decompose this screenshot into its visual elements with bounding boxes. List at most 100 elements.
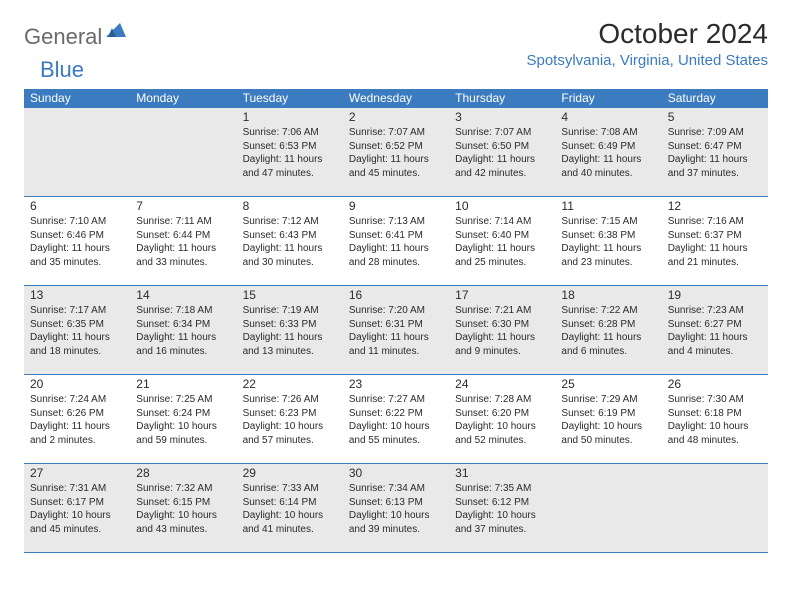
sunset-text: Sunset: 6:47 PM	[668, 140, 762, 154]
daylight-text: Daylight: 11 hours and 4 minutes.	[668, 331, 762, 358]
sunset-text: Sunset: 6:31 PM	[349, 318, 443, 332]
calendar: Sunday Monday Tuesday Wednesday Thursday…	[24, 89, 768, 553]
sunrise-text: Sunrise: 7:07 AM	[455, 126, 549, 140]
day-cell: 25Sunrise: 7:29 AMSunset: 6:19 PMDayligh…	[555, 375, 661, 463]
day-cell: 14Sunrise: 7:18 AMSunset: 6:34 PMDayligh…	[130, 286, 236, 374]
sunrise-text: Sunrise: 7:25 AM	[136, 393, 230, 407]
day-cell: 11Sunrise: 7:15 AMSunset: 6:38 PMDayligh…	[555, 197, 661, 285]
day-cell: 21Sunrise: 7:25 AMSunset: 6:24 PMDayligh…	[130, 375, 236, 463]
day-cell	[662, 464, 768, 552]
sunset-text: Sunset: 6:34 PM	[136, 318, 230, 332]
day-number: 5	[668, 110, 762, 124]
sunrise-text: Sunrise: 7:06 AM	[243, 126, 337, 140]
weeks-container: 1Sunrise: 7:06 AMSunset: 6:53 PMDaylight…	[24, 108, 768, 553]
sunset-text: Sunset: 6:40 PM	[455, 229, 549, 243]
day-info: Sunrise: 7:18 AMSunset: 6:34 PMDaylight:…	[136, 304, 230, 358]
day-cell: 31 Sunrise: 7:35 AMSunset: 6:12 PMDayligh…	[449, 464, 555, 552]
sunrise-text: Sunrise: 7:32 AM	[136, 482, 230, 496]
daylight-text: Daylight: 10 hours and 39 minutes.	[349, 509, 443, 536]
day-info: Sunrise: 7:10 AMSunset: 6:46 PMDaylight:…	[30, 215, 124, 269]
day-number: 30	[349, 466, 443, 480]
day-info: Sunrise: 7:08 AMSunset: 6:49 PMDaylight:…	[561, 126, 655, 180]
day-number: 29	[243, 466, 337, 480]
sunrise-text: Sunrise: 7:34 AM	[349, 482, 443, 496]
day-number: 4	[561, 110, 655, 124]
sunset-text: Sunset: 6:30 PM	[455, 318, 549, 332]
sunset-text: Sunset: 6:17 PM	[30, 496, 124, 510]
day-cell: 15Sunrise: 7:19 AMSunset: 6:33 PMDayligh…	[237, 286, 343, 374]
day-cell: 28Sunrise: 7:32 AMSunset: 6:15 PMDayligh…	[130, 464, 236, 552]
day-number: 31	[455, 466, 549, 480]
sunrise-text: Sunrise: 7:26 AM	[243, 393, 337, 407]
day-info: Sunrise: 7:17 AMSunset: 6:35 PMDaylight:…	[30, 304, 124, 358]
daylight-text: Daylight: 11 hours and 23 minutes.	[561, 242, 655, 269]
day-cell: 12Sunrise: 7:16 AMSunset: 6:37 PMDayligh…	[662, 197, 768, 285]
daylight-text: Daylight: 11 hours and 42 minutes.	[455, 153, 549, 180]
day-cell: 24Sunrise: 7:28 AMSunset: 6:20 PMDayligh…	[449, 375, 555, 463]
daylight-text: Daylight: 10 hours and 52 minutes.	[455, 420, 549, 447]
day-info: Sunrise: 7:27 AMSunset: 6:22 PMDaylight:…	[349, 393, 443, 447]
day-number: 25	[561, 377, 655, 391]
day-info: Sunrise: 7:32 AMSunset: 6:15 PMDaylight:…	[136, 482, 230, 536]
sunrise-text: Sunrise: 7:33 AM	[243, 482, 337, 496]
day-number: 10	[455, 199, 549, 213]
daylight-text: Daylight: 11 hours and 28 minutes.	[349, 242, 443, 269]
sunset-text: Sunset: 6:15 PM	[136, 496, 230, 510]
daylight-text: Daylight: 11 hours and 45 minutes.	[349, 153, 443, 180]
sunrise-text: Sunrise: 7:16 AM	[668, 215, 762, 229]
day-number: 22	[243, 377, 337, 391]
sunset-text: Sunset: 6:35 PM	[30, 318, 124, 332]
day-cell: 5Sunrise: 7:09 AMSunset: 6:47 PMDaylight…	[662, 108, 768, 196]
sunset-text: Sunset: 6:49 PM	[561, 140, 655, 154]
day-number: 24	[455, 377, 549, 391]
sunrise-text: Sunrise: 7:15 AM	[561, 215, 655, 229]
sunset-text: Sunset: 6:37 PM	[668, 229, 762, 243]
sunset-text: Sunset: 6:41 PM	[349, 229, 443, 243]
weekday-row: Sunday Monday Tuesday Wednesday Thursday…	[24, 89, 768, 108]
daylight-text: Daylight: 10 hours and 41 minutes.	[243, 509, 337, 536]
day-number: 21	[136, 377, 230, 391]
day-number: 3	[455, 110, 549, 124]
sunset-text: Sunset: 6:53 PM	[243, 140, 337, 154]
day-cell: 19 Sunrise: 7:23 AMSunset: 6:27 PMDayligh…	[662, 286, 768, 374]
sunrise-text: Sunrise: 7:10 AM	[30, 215, 124, 229]
daylight-text: Daylight: 10 hours and 48 minutes.	[668, 420, 762, 447]
day-cell: 8 Sunrise: 7:12 AMSunset: 6:43 PMDaylight…	[237, 197, 343, 285]
day-cell: 3 Sunrise: 7:07 AMSunset: 6:50 PMDaylight…	[449, 108, 555, 196]
day-number: 1	[243, 110, 337, 124]
daylight-text: Daylight: 11 hours and 47 minutes.	[243, 153, 337, 180]
day-info: Sunrise: 7:11 AMSunset: 6:44 PMDaylight:…	[136, 215, 230, 269]
daylight-text: Daylight: 10 hours and 50 minutes.	[561, 420, 655, 447]
day-info: Sunrise: 7:07 AMSunset: 6:52 PMDaylight:…	[349, 126, 443, 180]
day-info: Sunrise: 7:23 AMSunset: 6:27 PMDaylight:…	[668, 304, 762, 358]
weekday-header: Thursday	[449, 89, 555, 108]
week-row: 1Sunrise: 7:06 AMSunset: 6:53 PMDaylight…	[24, 108, 768, 197]
day-number: 23	[349, 377, 443, 391]
sunset-text: Sunset: 6:50 PM	[455, 140, 549, 154]
day-info: Sunrise: 7:16 AMSunset: 6:37 PMDaylight:…	[668, 215, 762, 269]
day-info: Sunrise: 7:07 AMSunset: 6:50 PMDaylight:…	[455, 126, 549, 180]
day-info: Sunrise: 7:35 AMSunset: 6:12 PMDaylight:…	[455, 482, 549, 536]
day-number: 15	[243, 288, 337, 302]
sunrise-text: Sunrise: 7:20 AM	[349, 304, 443, 318]
day-cell: 30Sunrise: 7:34 AMSunset: 6:13 PMDayligh…	[343, 464, 449, 552]
sunset-text: Sunset: 6:12 PM	[455, 496, 549, 510]
sunrise-text: Sunrise: 7:19 AM	[243, 304, 337, 318]
day-info: Sunrise: 7:12 AMSunset: 6:43 PMDaylight:…	[243, 215, 337, 269]
day-number: 8	[243, 199, 337, 213]
day-number: 19	[668, 288, 762, 302]
day-cell: 23 Sunrise: 7:27 AMSunset: 6:22 PMDayligh…	[343, 375, 449, 463]
sunset-text: Sunset: 6:38 PM	[561, 229, 655, 243]
day-info: Sunrise: 7:14 AMSunset: 6:40 PMDaylight:…	[455, 215, 549, 269]
week-row: 27Sunrise: 7:31 AMSunset: 6:17 PMDayligh…	[24, 464, 768, 553]
day-cell: 1 Sunrise: 7:06 AMSunset: 6:53 PMDaylight…	[237, 108, 343, 196]
sunset-text: Sunset: 6:43 PM	[243, 229, 337, 243]
weekday-header: Friday	[555, 89, 661, 108]
daylight-text: Daylight: 11 hours and 35 minutes.	[30, 242, 124, 269]
day-cell: 2Sunrise: 7:07 AMSunset: 6:52 PMDaylight…	[343, 108, 449, 196]
day-cell: 7 Sunrise: 7:11 AMSunset: 6:44 PMDaylight…	[130, 197, 236, 285]
sunset-text: Sunset: 6:18 PM	[668, 407, 762, 421]
week-row: 6Sunrise: 7:10 AMSunset: 6:46 PMDaylight…	[24, 197, 768, 286]
sunrise-text: Sunrise: 7:08 AM	[561, 126, 655, 140]
day-number: 7	[136, 199, 230, 213]
